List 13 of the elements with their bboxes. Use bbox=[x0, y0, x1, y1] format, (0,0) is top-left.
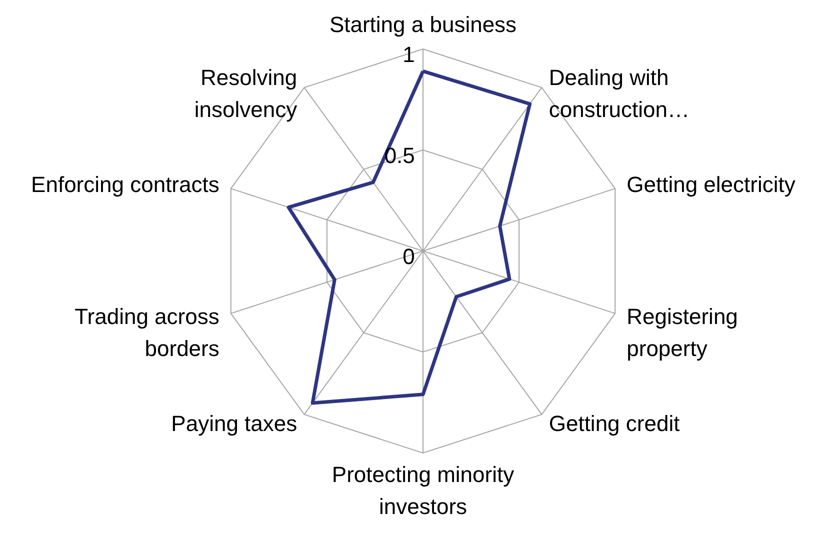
spoke-label: Resolving insolvency bbox=[194, 64, 298, 122]
spoke-label: Paying taxes bbox=[171, 411, 298, 436]
y-tick-label: 0.5 bbox=[384, 143, 415, 168]
spoke-label: Protecting minority investors bbox=[332, 462, 514, 520]
spoke-label: Enforcing contracts bbox=[31, 172, 220, 197]
spoke-label: Getting electricity bbox=[626, 172, 796, 197]
spoke-label: Starting a business bbox=[329, 12, 517, 37]
spoke-label: Trading across borders bbox=[74, 304, 220, 362]
y-tick-label: 0 bbox=[402, 244, 415, 269]
y-tick-label: 1 bbox=[402, 42, 415, 67]
spoke-label: Registering property bbox=[626, 304, 738, 362]
spoke-label: Getting credit bbox=[548, 411, 680, 436]
spoke-label: Dealing with construction… bbox=[548, 64, 690, 122]
